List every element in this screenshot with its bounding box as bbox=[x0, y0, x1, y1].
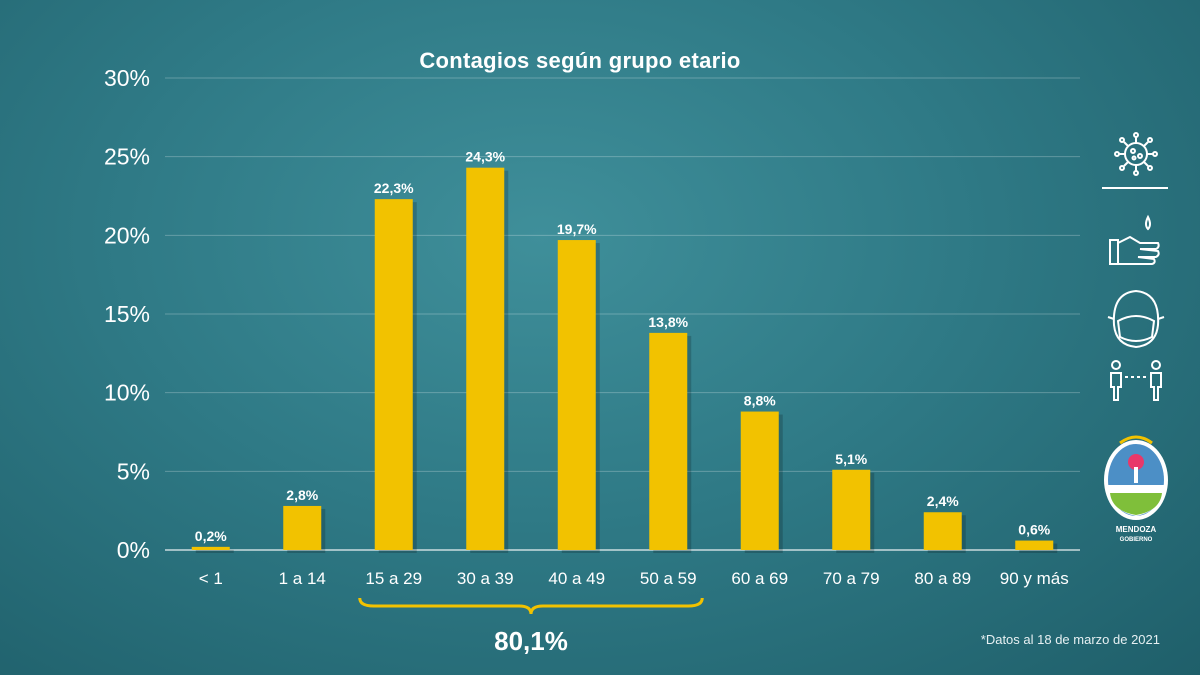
bar bbox=[466, 167, 505, 550]
x-tick-label: 50 a 59 bbox=[640, 569, 697, 588]
x-tick-label: 30 a 39 bbox=[457, 569, 514, 588]
data-label: 22,3% bbox=[374, 180, 414, 196]
bar-shadow bbox=[195, 549, 234, 553]
data-label: 0,2% bbox=[195, 528, 227, 544]
logo-line1: MENDOZA bbox=[1116, 525, 1157, 534]
data-label: 2,4% bbox=[927, 493, 959, 509]
face-mask-icon bbox=[1107, 289, 1165, 349]
bar bbox=[283, 505, 322, 550]
data-label: 13,8% bbox=[648, 314, 688, 330]
x-tick-label: 1 a 14 bbox=[279, 569, 326, 588]
x-tick-label: 60 a 69 bbox=[731, 569, 788, 588]
bar bbox=[832, 469, 871, 550]
bar bbox=[649, 332, 688, 550]
bar bbox=[1015, 540, 1054, 550]
chart-title: Contagios según grupo etario bbox=[419, 48, 741, 73]
y-tick-label: 25% bbox=[104, 144, 150, 170]
logo-line2: GOBIERNO bbox=[1120, 537, 1153, 543]
data-label: 2,8% bbox=[286, 487, 318, 503]
social-distance-icon bbox=[1110, 360, 1162, 401]
side-icons-panel: MENDOZA GOBIERNO bbox=[1102, 132, 1168, 543]
range-brace bbox=[358, 597, 704, 615]
y-tick-label: 30% bbox=[104, 65, 150, 91]
x-tick-label: 90 y más bbox=[1000, 569, 1069, 588]
data-label: 24,3% bbox=[465, 149, 505, 165]
y-tick-label: 5% bbox=[117, 458, 150, 484]
x-tick-label: < 1 bbox=[199, 569, 223, 588]
bar bbox=[191, 546, 230, 550]
x-tick-label: 15 a 29 bbox=[365, 569, 422, 588]
virus-icon bbox=[1114, 132, 1158, 176]
data-label: 5,1% bbox=[835, 451, 867, 467]
x-tick-label: 70 a 79 bbox=[823, 569, 880, 588]
data-label: 0,6% bbox=[1018, 522, 1050, 538]
data-label: 19,7% bbox=[557, 221, 597, 237]
mendoza-logo: MENDOZA GOBIERNO bbox=[1104, 435, 1168, 543]
bar bbox=[923, 512, 962, 550]
bar bbox=[557, 240, 596, 550]
handwashing-icon bbox=[1109, 214, 1160, 265]
y-tick-label: 0% bbox=[117, 537, 150, 563]
range-total-label: 80,1% bbox=[494, 626, 568, 656]
bar bbox=[740, 411, 779, 550]
bar bbox=[374, 199, 413, 550]
footnote: *Datos al 18 de marzo de 2021 bbox=[980, 632, 1160, 647]
data-label: 8,8% bbox=[744, 393, 776, 409]
y-tick-label: 10% bbox=[104, 380, 150, 406]
y-tick-label: 15% bbox=[104, 301, 150, 327]
x-tick-label: 80 a 89 bbox=[914, 569, 971, 588]
y-tick-label: 20% bbox=[104, 222, 150, 248]
x-tick-label: 40 a 49 bbox=[548, 569, 605, 588]
